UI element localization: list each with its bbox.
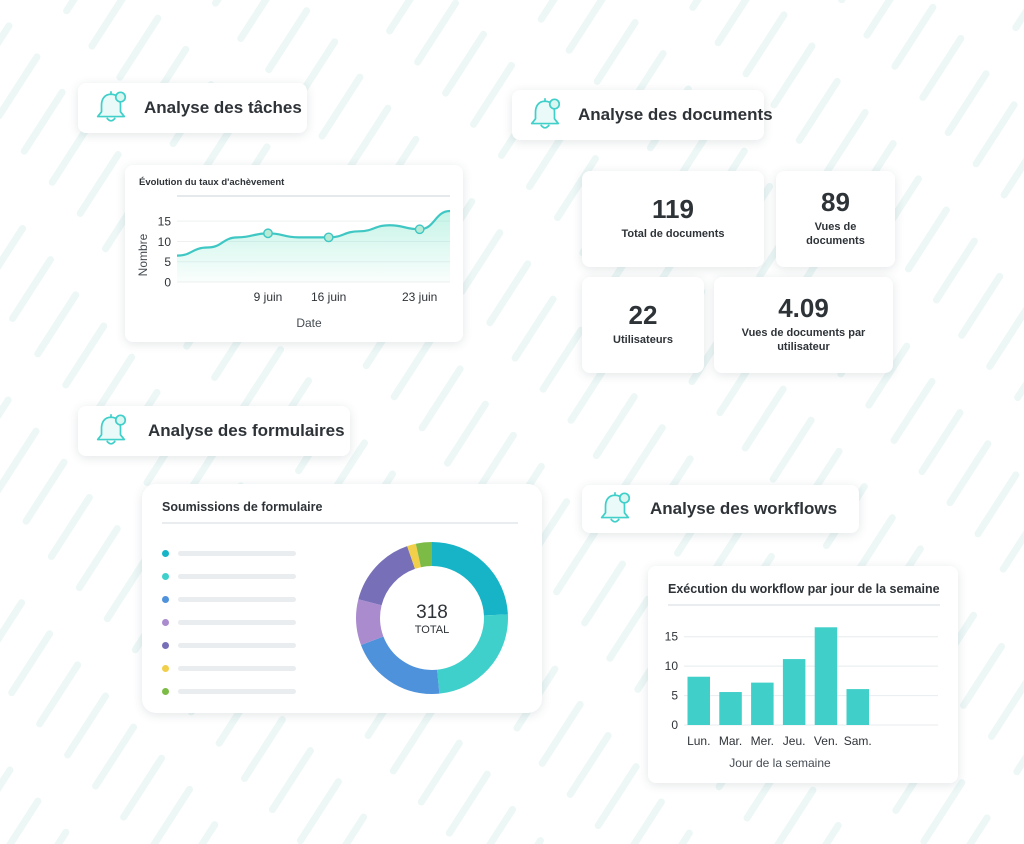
legend-placeholder-bar bbox=[178, 643, 296, 648]
stat-value: 22 bbox=[628, 300, 658, 331]
x-tick-label: Mar. bbox=[719, 734, 742, 748]
workflow-bar-chart: 0 5 10 15 Lun. Mar. Mer. Jeu. Ven. Sam. Jour de la… bbox=[665, 627, 938, 770]
stat-value: 119 bbox=[652, 194, 694, 225]
legend-placeholder-bar bbox=[178, 574, 296, 579]
bell-icon bbox=[600, 491, 631, 523]
legend-placeholder-bar bbox=[178, 551, 296, 556]
donut-slice bbox=[356, 542, 508, 694]
x-axis-label: Date bbox=[296, 316, 322, 330]
stat-card-total-documents: 119 Total de documents bbox=[582, 171, 764, 267]
legend-item bbox=[162, 680, 296, 703]
area-fill bbox=[177, 211, 450, 282]
legend-color-dot bbox=[162, 619, 169, 626]
section-header-forms: Analyse des formulaires bbox=[78, 406, 350, 456]
task-completion-chart-card: Évolution du taux d'achèvement 0 5 10 15 9 j… bbox=[125, 165, 463, 342]
x-tick-label: Mer. bbox=[751, 734, 774, 748]
section-title-documents: Analyse des documents bbox=[578, 105, 773, 124]
y-tick-label: 15 bbox=[665, 630, 679, 644]
bar bbox=[782, 659, 806, 725]
x-axis-label: Jour de la semaine bbox=[729, 756, 831, 770]
x-tick-label: Jeu. bbox=[783, 734, 806, 748]
donut-slice bbox=[356, 542, 508, 694]
workflow-bar-chart-card: Exécution du workflow par jour de la sem… bbox=[648, 566, 958, 783]
title-divider bbox=[162, 522, 518, 524]
x-tick-label: 9 juin bbox=[254, 290, 283, 304]
y-tick-label: 15 bbox=[158, 215, 172, 229]
section-title-workflows: Analyse des workflows bbox=[650, 499, 838, 518]
bell-icon bbox=[96, 413, 127, 445]
data-point-marker bbox=[323, 232, 334, 243]
bar bbox=[751, 682, 774, 725]
task-completion-line-chart: 0 5 10 15 9 juin 16 juin 23 juin Date Nombre bbox=[136, 195, 451, 330]
donut-slice bbox=[356, 542, 508, 694]
legend-item bbox=[162, 657, 296, 680]
y-tick-label: 0 bbox=[164, 276, 171, 290]
legend-item bbox=[162, 611, 296, 634]
stat-card-views-per-user: 4.09 Vues de documents par utilisateur bbox=[714, 277, 893, 373]
stat-label: Vues de documents bbox=[806, 221, 865, 247]
y-tick-label: 5 bbox=[164, 255, 171, 269]
legend-item bbox=[162, 634, 296, 657]
section-title-forms: Analyse des formulaires bbox=[148, 421, 345, 440]
form-submissions-card: Soumissions de formulaire 318 TOTAL bbox=[142, 484, 542, 713]
legend-placeholder-bar bbox=[178, 620, 296, 625]
task-chart-title: Évolution du taux d'achèvement bbox=[139, 177, 285, 188]
y-tick-label: 0 bbox=[671, 718, 678, 732]
stat-label: Utilisateurs bbox=[613, 334, 673, 347]
donut-slice bbox=[356, 542, 508, 694]
stat-card-document-views: 89 Vues de documents bbox=[776, 171, 895, 267]
bar bbox=[719, 692, 742, 725]
donut-total-value: 318 bbox=[416, 602, 448, 623]
bell-icon bbox=[530, 97, 561, 129]
y-tick-label: 10 bbox=[158, 235, 172, 249]
section-header-workflows: Analyse des workflows bbox=[582, 485, 859, 533]
series-line bbox=[176, 209, 451, 257]
x-tick-label: 16 juin bbox=[311, 290, 346, 304]
section-header-tasks: Analyse des tâches bbox=[78, 83, 307, 133]
x-tick-label: Sam. bbox=[844, 734, 872, 748]
legend-color-dot bbox=[162, 550, 169, 557]
x-tick-label: Lun. bbox=[687, 734, 710, 748]
legend-color-dot bbox=[162, 573, 169, 580]
legend-placeholder-bar bbox=[178, 666, 296, 671]
data-point-marker bbox=[263, 228, 273, 239]
x-tick-label: 23 juin bbox=[402, 290, 437, 304]
legend-placeholder-bar bbox=[178, 597, 296, 602]
stat-label: Total de documents bbox=[621, 228, 725, 241]
legend-color-dot bbox=[162, 642, 169, 649]
bar bbox=[814, 627, 838, 725]
title-divider bbox=[668, 604, 940, 606]
legend-item bbox=[162, 588, 296, 611]
form-card-title: Soumissions de formulaire bbox=[162, 500, 323, 514]
legend-item bbox=[162, 542, 296, 565]
legend-color-dot bbox=[162, 665, 169, 672]
data-point-marker bbox=[414, 224, 425, 235]
y-tick-label: 10 bbox=[665, 659, 679, 673]
y-axis-label: Nombre bbox=[136, 233, 150, 276]
legend-color-dot bbox=[162, 596, 169, 603]
legend-item bbox=[162, 565, 296, 588]
workflow-chart-title: Exécution du workflow par jour de la sem… bbox=[668, 582, 940, 596]
stat-value: 4.09 bbox=[778, 293, 829, 324]
section-title-tasks: Analyse des tâches bbox=[144, 98, 302, 117]
stat-value: 89 bbox=[821, 187, 850, 218]
stat-label: Vues de documents par utilisateur bbox=[741, 327, 866, 353]
donut-legend bbox=[162, 542, 296, 703]
legend-placeholder-bar bbox=[178, 689, 296, 694]
y-tick-label: 5 bbox=[671, 689, 678, 703]
section-header-documents: Analyse des documents bbox=[512, 90, 773, 140]
donut-total-label: TOTAL bbox=[414, 624, 450, 636]
x-tick-label: Ven. bbox=[814, 734, 838, 748]
stat-card-users: 22 Utilisateurs bbox=[582, 277, 704, 373]
bar bbox=[846, 689, 869, 725]
form-submissions-donut-chart bbox=[356, 542, 508, 694]
bar bbox=[687, 676, 710, 725]
bell-icon bbox=[96, 90, 127, 122]
legend-color-dot bbox=[162, 688, 169, 695]
